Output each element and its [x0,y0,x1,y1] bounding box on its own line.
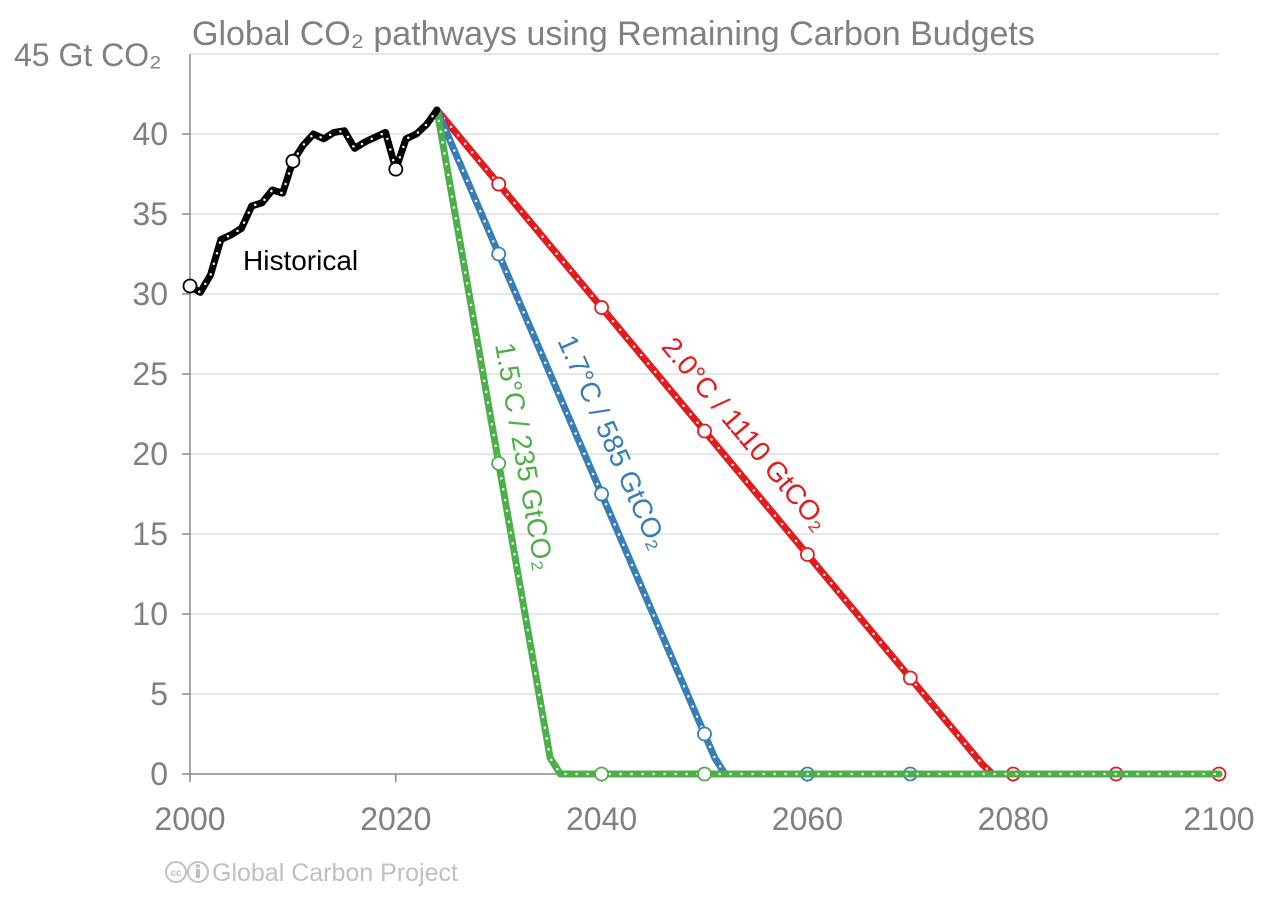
y-tick-label: 20 [132,436,168,472]
data-point [594,766,609,782]
gridlines [190,53,1219,695]
data-point [800,547,815,562]
data-point [491,456,507,471]
series-label-3: 2.0°C / 1110 GtCO₂ [656,331,835,536]
y-tick-label: 15 [132,516,168,552]
y-tick-label: 25 [132,356,168,392]
y-tick-label: 0 [150,756,168,792]
data-point [902,670,918,686]
series-line [433,106,1223,778]
data-point [285,153,301,169]
data-point [697,766,712,782]
y-axis-label: 45 Gt CO₂ [14,37,162,73]
series-2 [433,106,1223,782]
series-dots [435,108,1221,776]
x-tick-label: 2100 [1183,801,1254,837]
y-tick-label: 40 [132,116,168,152]
series-dots [435,108,1221,776]
x-tick-label: 2020 [360,801,431,837]
series-line [433,106,1223,778]
attribution-icon [187,861,209,883]
y-tick-label: 5 [150,676,168,712]
cc-license-icon: cc [165,861,187,883]
y-tick-label: 10 [132,596,168,632]
series-0 [182,106,441,296]
x-tick-label: 2040 [566,801,637,837]
data-point [594,300,609,315]
axes: 0 5 10 15 20 25 30 35 40 2000 2020 2040 2060 2080 2100 [132,54,1255,837]
data-point [697,726,712,742]
data-point [491,246,507,262]
series-line [433,106,1223,778]
series-label-0: Historical [243,245,358,276]
svg-text:cc: cc [170,868,182,879]
x-tick-label: 2000 [154,801,225,837]
series-1 [433,106,1223,782]
credit: cc Global Carbon Project [165,859,458,887]
y-tick-label: 35 [132,196,168,232]
x-tick-label: 2060 [772,801,843,837]
data-point [697,423,712,439]
series-3 [433,106,1227,782]
series-dots [435,108,1221,776]
y-tick-label: 30 [132,276,168,312]
data-point [491,176,507,192]
data-point [182,278,198,294]
credit-text: Global Carbon Project [212,859,458,887]
data-point [594,486,609,502]
x-tick-label: 2080 [978,801,1049,837]
data-point [388,161,404,177]
series-layer [182,106,1227,782]
chart-title: Global CO₂ pathways using Remaining Carb… [192,15,1035,53]
